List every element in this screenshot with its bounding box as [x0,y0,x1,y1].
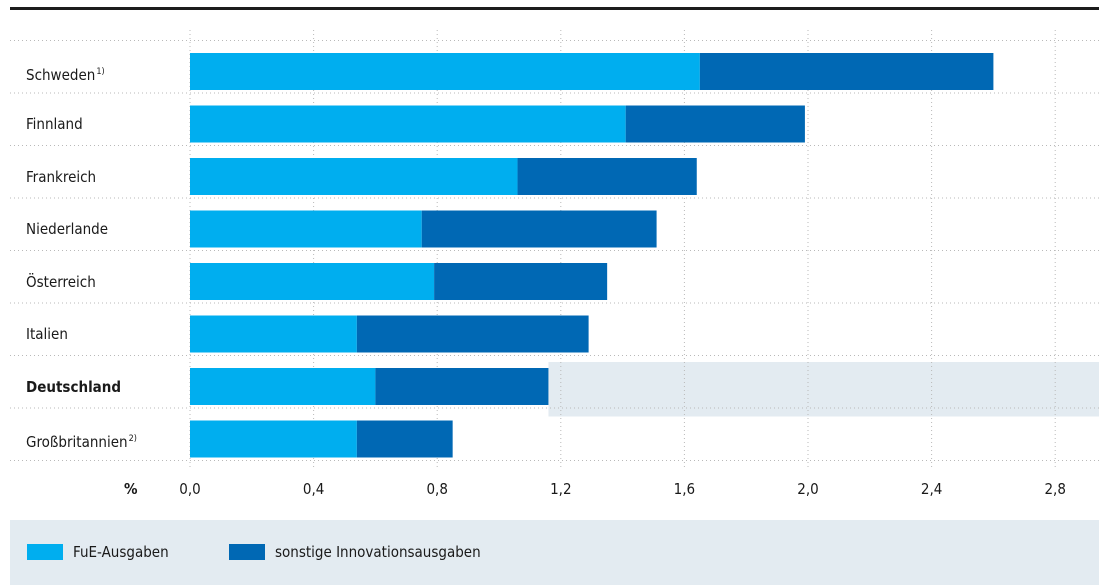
bar-sonstige-deutschland [375,368,549,405]
bar-fue-großbritannien [190,420,357,458]
category-label-großbritannien: Großbritannien2) [26,430,137,451]
bar-fue-deutschland [190,368,376,405]
bar-sonstige-großbritannien [356,420,453,458]
x-tick-label: 2,4 [920,480,943,498]
legend-label-sonstige: sonstige Innovationsausgaben [275,543,481,561]
top-rule [10,7,1099,10]
x-tick-label: 2,0 [797,480,819,498]
bar-fue-schweden [190,53,700,90]
bar-sonstige-österreich [434,263,608,300]
x-tick-label: 0,4 [302,480,325,498]
bar-fue-österreich [190,263,435,300]
category-name: Großbritannien [26,433,128,451]
category-label-schweden: Schweden1) [26,63,105,84]
category-name: Deutschland [26,377,122,396]
category-name: Frankreich [26,167,97,186]
bar-fue-niederlande [190,210,422,248]
legend-swatch-sonstige [229,544,265,560]
legend-item-fue: FuE-Ausgaben [27,543,169,561]
x-tick-label: 2,8 [1044,480,1066,498]
legend-swatch-fue [27,544,63,560]
x-tick-label: 0,0 [179,480,201,498]
bar-sonstige-niederlande [421,210,657,248]
category-name: Niederlande [26,220,109,238]
category-name: Österreich [26,272,96,291]
legend-label-fue: FuE-Ausgaben [73,543,169,561]
x-tick-label: 1,6 [673,480,696,498]
category-name: Finnland [26,115,83,133]
x-axis-unit-label: % [124,480,138,498]
footnote-marker: 1) [96,66,105,77]
category-name: Italien [26,325,68,343]
category-label-finnland: Finnland [26,115,83,133]
bar-sonstige-frankreich [517,158,697,195]
category-label-niederlande: Niederlande [26,220,108,238]
category-label-deutschland: Deutschland [26,378,121,396]
category-label-österreich: Österreich [26,273,96,291]
bar-fue-frankreich [190,158,518,195]
footnote-marker: 2) [128,434,137,444]
category-label-frankreich: Frankreich [26,168,96,186]
category-name: Schweden [26,65,96,84]
bar-fue-finnland [190,105,626,143]
bar-sonstige-finnland [625,105,805,143]
bar-sonstige-schweden [699,53,994,90]
highlight-row-deutschland [548,362,1099,417]
bar-fue-italien [190,315,357,353]
legend-panel [10,520,1099,585]
x-tick-label: 1,2 [550,480,572,498]
legend-item-sonstige: sonstige Innovationsausgaben [229,543,481,561]
bar-sonstige-italien [356,315,589,353]
x-tick-label: 0,8 [426,480,448,498]
category-label-italien: Italien [26,325,68,343]
